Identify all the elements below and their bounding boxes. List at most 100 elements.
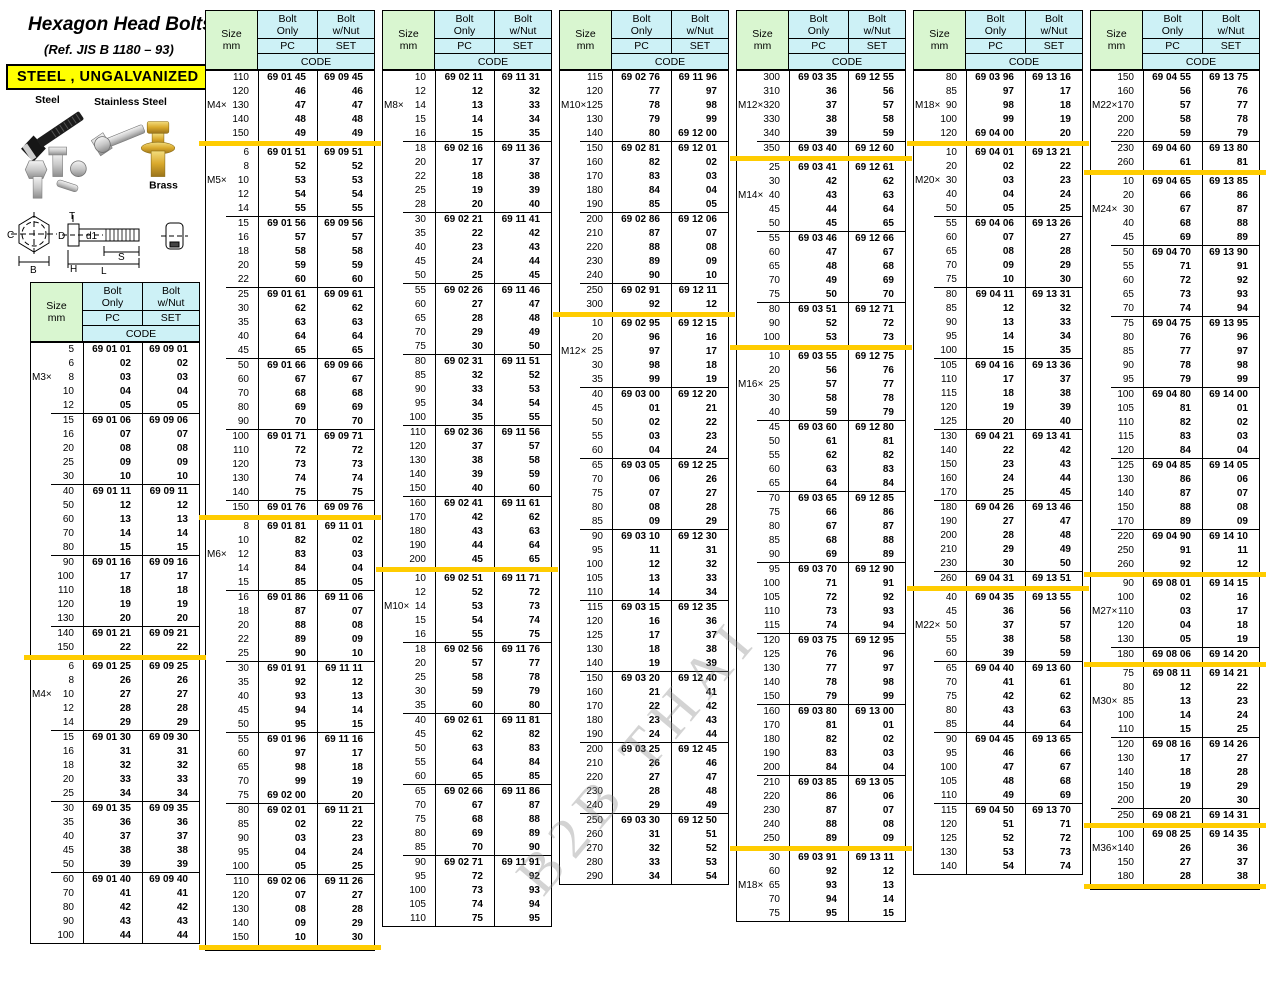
size-cell: 50 bbox=[737, 217, 789, 231]
size-cell: 80 bbox=[914, 288, 966, 302]
table-row: 45 69 03 60 69 12 80 bbox=[737, 421, 905, 435]
size-cell: 130 bbox=[1091, 752, 1143, 766]
code-header: CODE bbox=[1143, 54, 1259, 69]
pc-code-cell: 07 bbox=[83, 428, 142, 442]
table-row: 100 53 73 bbox=[737, 331, 905, 345]
set-code-cell: 75 bbox=[317, 486, 374, 500]
size-cell: 120 bbox=[206, 889, 258, 903]
size-cell: 150 bbox=[1091, 856, 1143, 870]
pc-code-cell: 78 bbox=[789, 676, 848, 690]
size-cell: M8× 14 bbox=[383, 99, 435, 113]
length-value: 60 bbox=[1122, 275, 1134, 286]
size-cell: 110 bbox=[737, 605, 789, 619]
size-cell: 130 bbox=[1091, 633, 1143, 647]
table-row: 20 08 08 bbox=[31, 442, 199, 456]
size-cell: 230 bbox=[560, 785, 612, 799]
pc-code-cell: 27 bbox=[435, 298, 494, 312]
group-divider bbox=[403, 141, 551, 142]
table-row: 80 67 87 bbox=[737, 520, 905, 534]
size-cell: 110 bbox=[383, 426, 435, 440]
size-header-cell: Size mm bbox=[914, 11, 966, 69]
length-value: 70 bbox=[237, 388, 249, 399]
set-code-cell: 18 bbox=[1025, 99, 1082, 113]
size-cell: 65 bbox=[1091, 288, 1143, 302]
table-row: 140 22 42 bbox=[914, 444, 1082, 458]
size-cell: 130 bbox=[383, 454, 435, 468]
series-divider bbox=[907, 586, 1089, 591]
pc-code-cell: 04 bbox=[1143, 619, 1202, 633]
size-cell: M22× 170 bbox=[1091, 99, 1143, 113]
table-row: 50 61 81 bbox=[737, 435, 905, 449]
length-value: 60 bbox=[768, 464, 780, 475]
length-value: 65 bbox=[945, 663, 957, 674]
set-code-cell: 18 bbox=[317, 761, 374, 775]
table-row: 80 15 15 bbox=[31, 541, 199, 555]
size-cell: 160 bbox=[383, 497, 435, 511]
pc-code-cell: 69 04 31 bbox=[966, 572, 1025, 586]
pc-code-cell: 87 bbox=[789, 804, 848, 818]
pc-code-cell: 77 bbox=[789, 662, 848, 676]
size-cell: 20 bbox=[31, 773, 83, 787]
table-row: 40 69 04 35 69 13 55 bbox=[914, 591, 1082, 605]
table-row: 120 84 04 bbox=[1091, 444, 1259, 458]
set-code-cell: 13 bbox=[848, 879, 905, 893]
length-value: 150 bbox=[409, 483, 426, 494]
pc-code-cell: 12 bbox=[83, 499, 142, 513]
length-value: 160 bbox=[409, 498, 426, 509]
length-value: 35 bbox=[414, 228, 426, 239]
length-value: 35 bbox=[237, 677, 249, 688]
size-cell: 110 bbox=[1091, 723, 1143, 737]
length-value: 210 bbox=[763, 777, 780, 788]
set-code-cell: 89 bbox=[848, 548, 905, 562]
length-value: 125 bbox=[940, 833, 957, 844]
series-divider bbox=[199, 515, 381, 520]
length-value: 50 bbox=[62, 859, 74, 870]
pc-code-cell: 69 04 40 bbox=[966, 662, 1025, 676]
table-row: 110 75 95 bbox=[383, 912, 551, 926]
table-row: 65 69 04 40 69 13 60 bbox=[914, 662, 1082, 676]
table-row: 30 98 18 bbox=[560, 359, 728, 373]
pc-code-cell: 48 bbox=[789, 260, 848, 274]
length-value: 105 bbox=[940, 776, 957, 787]
pc-code-cell: 43 bbox=[435, 525, 494, 539]
pc-code-cell: 69 04 45 bbox=[966, 733, 1025, 747]
length-value: 75 bbox=[237, 790, 249, 801]
pc-code-cell: 69 03 15 bbox=[612, 601, 671, 615]
pc-code-cell: 69 02 95 bbox=[612, 317, 671, 331]
length-value: 200 bbox=[586, 744, 603, 755]
length-value: 230 bbox=[940, 558, 957, 569]
size-cell: 75 bbox=[383, 340, 435, 354]
set-code-cell: 08 bbox=[671, 241, 728, 255]
set-code-cell: 64 bbox=[494, 539, 551, 553]
length-value: 100 bbox=[57, 571, 74, 582]
pc-code-cell: 35 bbox=[435, 411, 494, 425]
size-cell: 100 bbox=[737, 577, 789, 591]
group-divider bbox=[934, 358, 1082, 359]
length-value: 20 bbox=[237, 620, 249, 631]
set-code-cell: 43 bbox=[494, 241, 551, 255]
length-value: 330 bbox=[763, 114, 780, 125]
pc-code-cell: 29 bbox=[966, 543, 1025, 557]
table-row: 130 20 20 bbox=[31, 612, 199, 626]
size-cell: 75 bbox=[737, 506, 789, 520]
code-header: CODE bbox=[435, 54, 551, 69]
pc-code-cell: 19 bbox=[966, 401, 1025, 415]
table-row: 250 89 09 bbox=[737, 832, 905, 846]
set-code-cell: 57 bbox=[494, 440, 551, 454]
size-cell: 65 bbox=[914, 245, 966, 259]
length-value: 130 bbox=[1117, 474, 1134, 485]
size-cell: M6× 12 bbox=[206, 548, 258, 562]
size-cell: 80 bbox=[383, 355, 435, 369]
length-value: 30 bbox=[237, 303, 249, 314]
set-code-cell: 32 bbox=[142, 759, 199, 773]
pc-code-cell: 39 bbox=[966, 647, 1025, 661]
table-row: 16 69 01 86 69 11 06 bbox=[206, 591, 374, 605]
length-value: 85 bbox=[945, 719, 957, 730]
table-row: M14× 40 43 63 bbox=[737, 189, 905, 203]
table-row: 20 66 86 bbox=[1091, 189, 1259, 203]
table-row: 30 69 02 21 69 11 41 bbox=[383, 213, 551, 227]
size-cell: M12× 320 bbox=[737, 99, 789, 113]
pc-code-cell: 28 bbox=[966, 529, 1025, 543]
table-row: 12 12 32 bbox=[383, 85, 551, 99]
set-code-cell: 67 bbox=[848, 246, 905, 260]
